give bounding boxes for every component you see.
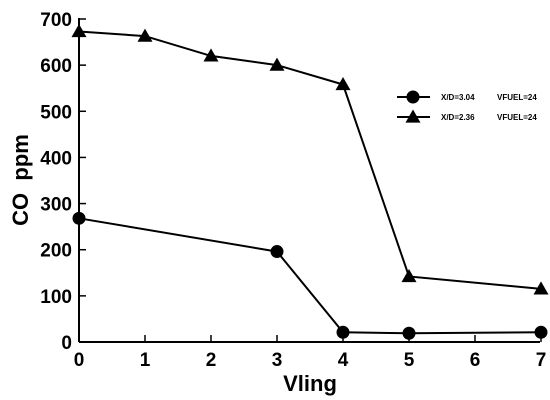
x-tick-label: 6	[470, 350, 481, 371]
plot-area: 0 100 200 300 400 500 600 700 0 1 2 3 4 5 6 7	[40, 10, 549, 371]
x-tick-label: 3	[272, 350, 283, 371]
y-tick-label: 300	[40, 195, 72, 216]
x-tick-label: 1	[140, 350, 151, 371]
series-line-2	[78, 30, 542, 290]
x-axis-title: Vling	[283, 371, 337, 396]
x-tick-label: 0	[74, 350, 85, 371]
y-tick-label: 200	[40, 241, 72, 262]
legend-label: X/D=2.36	[441, 113, 475, 122]
y-axis-title: CO ppm	[8, 134, 33, 226]
data-point-series-2	[137, 28, 153, 42]
x-tick-label: 7	[536, 350, 547, 371]
x-tick-label: 2	[206, 350, 217, 371]
y-ticks: 0 100 200 300 400 500 600 700	[40, 10, 86, 354]
data-point-series-2	[533, 281, 549, 295]
y-tick-label: 400	[40, 148, 72, 169]
data-point-series-2	[335, 77, 351, 91]
legend-label: X/D=3.04	[441, 93, 475, 102]
data-point-series-1	[402, 326, 416, 340]
x-ticks: 0 1 2 3 4 5 6 7	[74, 335, 547, 371]
y-tick-label: 0	[61, 333, 72, 354]
legend-label-extra: VFUEL=24	[497, 113, 537, 122]
legend-marker-1	[406, 90, 420, 104]
data-point-series-2	[71, 23, 87, 38]
data-point-series-1	[72, 211, 86, 225]
series-layer	[71, 23, 549, 340]
data-point-series-2	[269, 57, 285, 71]
x-tick-label: 4	[338, 350, 349, 371]
data-point-series-2	[203, 48, 219, 62]
data-point-series-1	[534, 325, 548, 339]
legend: X/D=3.04 VFUEL=24 X/D=2.36 VFUEL=24	[397, 90, 537, 123]
legend-label-extra: VFUEL=24	[497, 93, 537, 102]
legend-marker-2	[405, 109, 421, 123]
y-tick-label: 700	[40, 10, 72, 31]
x-tick-label: 5	[404, 350, 415, 371]
data-point-series-1	[270, 245, 284, 259]
y-tick-label: 600	[40, 56, 72, 77]
y-tick-label: 500	[40, 102, 72, 123]
data-point-series-1	[336, 325, 350, 339]
y-tick-label: 100	[40, 287, 72, 308]
data-point-series-2	[401, 268, 417, 283]
series-line-1	[78, 217, 542, 335]
